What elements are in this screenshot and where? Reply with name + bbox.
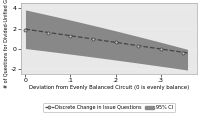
Legend: Discrete Change in Issue Questions, 95% CI: Discrete Change in Issue Questions, 95% … [43,103,175,112]
X-axis label: Deviation from Evenly Balanced Circuit (0 is evenly balance): Deviation from Evenly Balanced Circuit (… [29,85,189,90]
Y-axis label: # of Questions for Divided-Unified Gov't: # of Questions for Divided-Unified Gov't [3,0,8,88]
